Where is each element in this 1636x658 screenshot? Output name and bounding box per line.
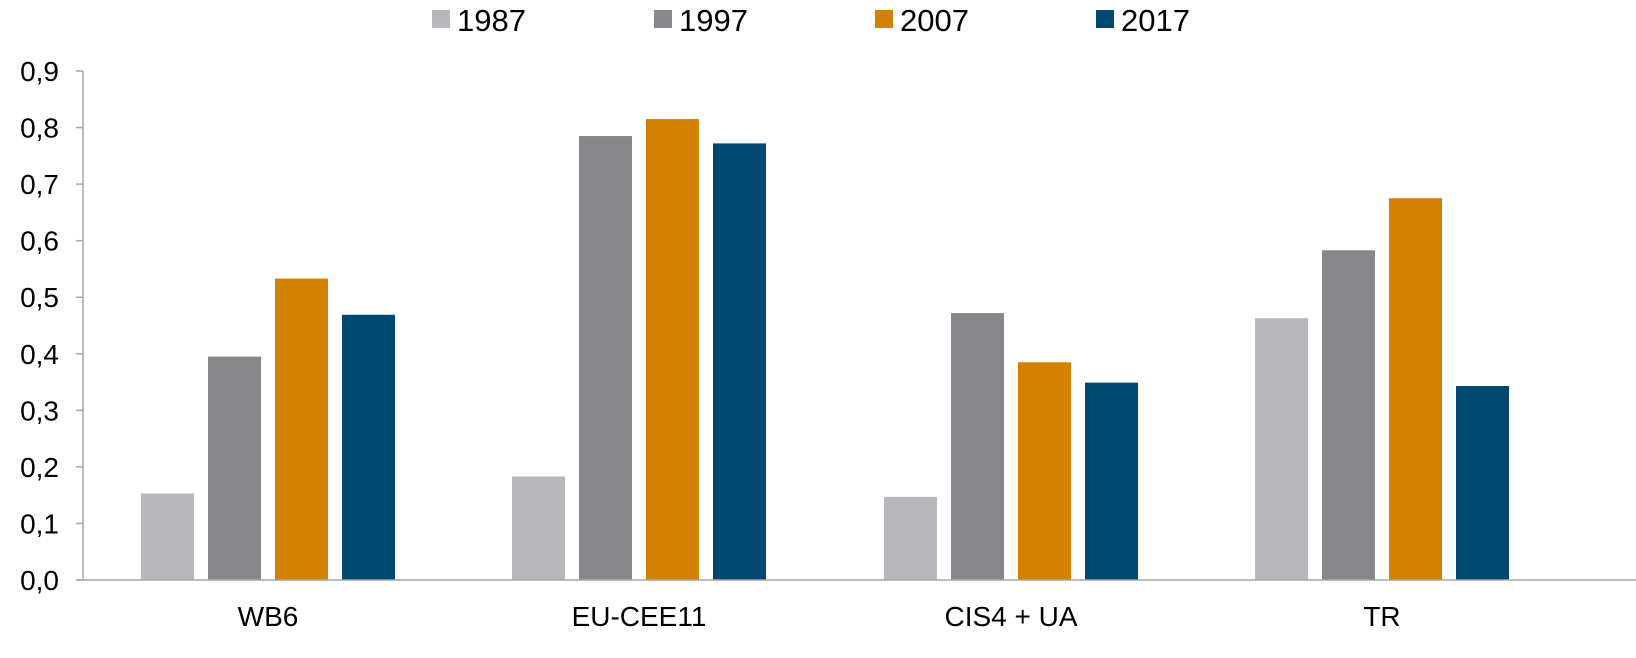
- bar-wb6-2017: [342, 314, 395, 580]
- y-axis: 0,0 0,1 0,2 0,3 0,4 0,5 0,6 0,7 0,8 0,9: [20, 56, 84, 596]
- legend-swatch-1987: [432, 10, 450, 28]
- bar-eu-cee11-2007: [646, 119, 699, 581]
- bar-eu-cee11-1987: [512, 476, 565, 580]
- x-category-label: WB6: [238, 601, 299, 632]
- y-tick-label: 0,7: [20, 169, 59, 200]
- legend-label-1997: 1997: [679, 3, 748, 38]
- bar-wb6-1997: [208, 356, 261, 580]
- x-category-label: CIS4 + UA: [944, 601, 1077, 632]
- bar-eu-cee11-1997: [579, 136, 632, 581]
- bar-cis4-ua-2017: [1085, 382, 1138, 580]
- y-tick-label: 0,0: [20, 565, 59, 596]
- y-tick-label: 0,4: [20, 339, 59, 370]
- bar-tr-1997: [1322, 250, 1375, 580]
- bar-tr-1987: [1255, 318, 1308, 580]
- y-tick-label: 0,2: [20, 452, 59, 483]
- y-tick-label: 0,6: [20, 226, 59, 257]
- x-category-label: EU-CEE11: [572, 601, 707, 632]
- legend-swatch-2007: [875, 10, 893, 28]
- bar-wb6-1987: [141, 493, 194, 580]
- legend-label-1987: 1987: [457, 3, 526, 38]
- bars: [141, 119, 1509, 581]
- y-tick-label: 0,3: [20, 395, 59, 426]
- x-category-label: TR: [1363, 601, 1400, 632]
- legend-label-2017: 2017: [1121, 3, 1190, 38]
- bar-tr-2007: [1389, 198, 1442, 580]
- y-tick-label: 0,5: [20, 282, 59, 313]
- bar-tr-2017: [1456, 386, 1509, 580]
- legend: 1987 1997 2007 2017: [432, 3, 1190, 38]
- bar-cis4-ua-1987: [884, 496, 937, 580]
- legend-swatch-1997: [654, 10, 672, 28]
- y-tick-label: 0,8: [20, 113, 59, 144]
- bar-cis4-ua-1997: [951, 313, 1004, 580]
- legend-swatch-2017: [1096, 10, 1114, 28]
- y-tick-label: 0,1: [20, 508, 59, 539]
- bar-eu-cee11-2017: [713, 143, 766, 580]
- bar-wb6-2007: [275, 278, 328, 580]
- legend-label-2007: 2007: [900, 3, 969, 38]
- y-tick-label: 0,9: [20, 56, 59, 87]
- bar-cis4-ua-2007: [1018, 362, 1071, 580]
- x-axis: WB6 EU-CEE11 CIS4 + UA TR: [76, 579, 1636, 632]
